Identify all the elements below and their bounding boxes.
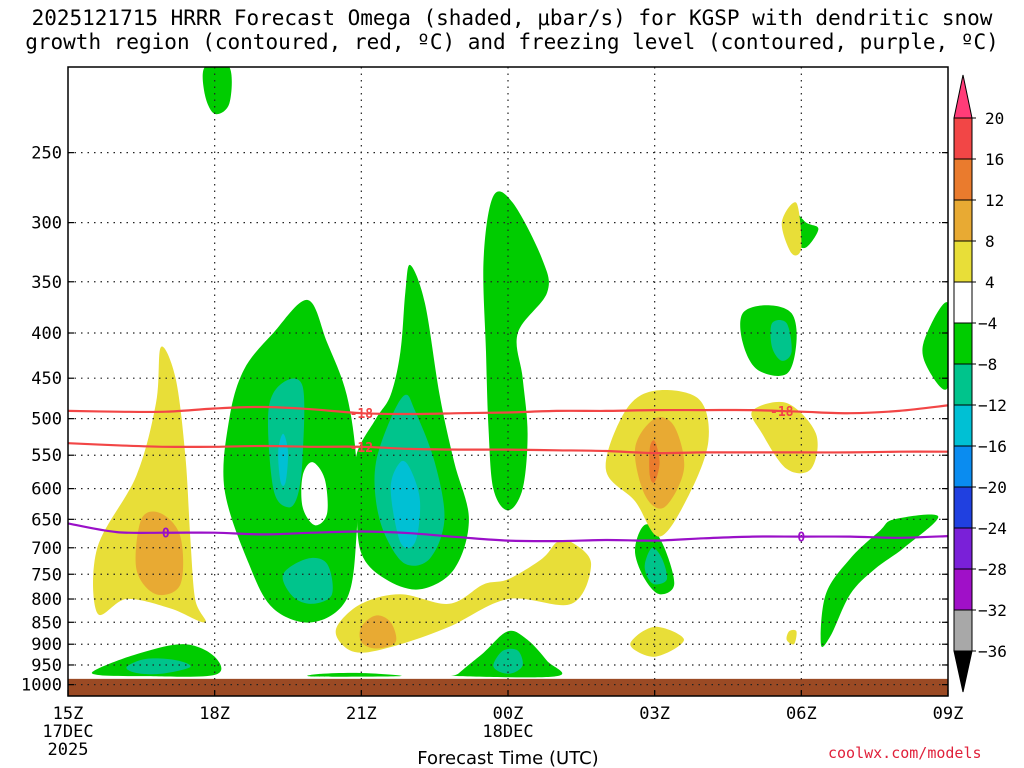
chart-title: 2025121715 HRRR Forecast Omega (shaded, … xyxy=(0,6,1024,54)
colorbar-band-2 xyxy=(953,199,973,242)
colorbar-label-12: −32 xyxy=(978,601,1007,620)
contour-label-dgz-top-1: -18 xyxy=(770,405,794,420)
y-tick-label-250: 250 xyxy=(31,144,62,164)
colorbar-band-6 xyxy=(953,363,973,406)
y-tick-label-550: 550 xyxy=(31,446,62,466)
omega-region--12-14 xyxy=(493,648,523,674)
omega-region--8-21 xyxy=(922,302,948,390)
omega-region--8-11 xyxy=(483,191,549,511)
colorbar-label-2: 12 xyxy=(985,191,1004,210)
x-tick-label-15Z: 15Z xyxy=(53,704,84,724)
grid-layer xyxy=(68,67,948,696)
colorbar-label-5: −4 xyxy=(978,314,997,333)
y-tick-label-350: 350 xyxy=(31,273,62,293)
omega-region--4-7 xyxy=(301,462,328,526)
y-tick-label-900: 900 xyxy=(31,635,62,655)
omega-region-8-25 xyxy=(359,615,397,649)
credit-text: coolwx.com/models xyxy=(828,744,982,762)
omega-region-4-31 xyxy=(630,626,684,657)
colorbar-label-7: −12 xyxy=(978,396,1007,415)
contour-dgz-top xyxy=(68,404,948,416)
x-tick-date-15Z: 17DEC xyxy=(42,722,93,742)
colorbar-label-1: 16 xyxy=(985,150,1004,169)
omega-region--12-18 xyxy=(770,320,792,361)
colorbar-band-3 xyxy=(953,240,973,283)
chart-title-line-1: 2025121715 HRRR Forecast Omega (shaded, … xyxy=(31,6,993,30)
omega-region-4-24 xyxy=(335,539,592,653)
x-tick-label-18Z: 18Z xyxy=(199,704,230,724)
omega-region--12-16 xyxy=(644,547,668,585)
axes-layer: 2503003504004505005506006507007508008509… xyxy=(21,66,964,768)
omega-shading-layer xyxy=(68,67,948,696)
y-tick-label-400: 400 xyxy=(31,324,62,344)
omega-region--12-2 xyxy=(126,658,191,675)
y-tick-label-500: 500 xyxy=(31,410,62,430)
colorbar-label-10: −24 xyxy=(978,519,1007,538)
chart-title-line-2: growth region (contoured, red, ºC) and f… xyxy=(25,30,999,54)
omega-region--12-6 xyxy=(282,557,333,604)
ground-block xyxy=(68,678,948,696)
colorbar-band-5 xyxy=(953,322,973,365)
omega-region--8-12 xyxy=(307,672,402,677)
omega-region-4-32 xyxy=(786,629,797,645)
y-tick-label-600: 600 xyxy=(31,480,62,500)
y-tick-label-1000: 1000 xyxy=(21,676,62,696)
colorbar-label-11: −28 xyxy=(978,560,1007,579)
colorbar-band-10 xyxy=(953,527,973,570)
omega-region-12-28 xyxy=(649,440,660,483)
colorbar-band-11 xyxy=(953,568,973,611)
y-tick-label-800: 800 xyxy=(31,590,62,610)
colorbar-band-7 xyxy=(953,404,973,447)
colorbar-label-0: 20 xyxy=(985,109,1004,128)
x-tick-label-09Z: 09Z xyxy=(933,704,964,724)
colorbar-label-8: −16 xyxy=(978,437,1007,456)
y-tick-label-450: 450 xyxy=(31,369,62,389)
contour-label-freezing-level-1: 0 xyxy=(797,531,805,546)
contour-label-dgz-top-0: -18 xyxy=(350,407,374,422)
y-tick-label-700: 700 xyxy=(31,539,62,559)
colorbar-band-1 xyxy=(953,158,973,201)
x-tick-label-03Z: 03Z xyxy=(639,704,670,724)
colorbar-label-13: −36 xyxy=(978,642,1007,661)
contour-freezing-level xyxy=(68,522,948,543)
colorbar-band-8 xyxy=(953,445,973,488)
x-axis-label: Forecast Time (UTC) xyxy=(417,748,598,768)
contour-label-freezing-level-0: 0 xyxy=(162,527,170,542)
omega-region-4-30 xyxy=(781,202,802,256)
omega-region--8-20 xyxy=(820,514,939,647)
y-tick-label-750: 750 xyxy=(31,565,62,585)
colorbar-label-4: 4 xyxy=(985,273,995,292)
x-tick-label-00Z: 00Z xyxy=(493,704,524,724)
y-tick-label-300: 300 xyxy=(31,214,62,234)
contour-layer: -18 -18 -12 0 0 xyxy=(68,404,948,546)
x-tick-year-15Z: 2025 xyxy=(48,740,89,760)
colorbar-top-arrow xyxy=(953,74,973,119)
x-tick-label-06Z: 06Z xyxy=(786,704,817,724)
colorbar-band-12 xyxy=(953,609,973,652)
y-tick-label-850: 850 xyxy=(31,613,62,633)
colorbar-label-6: −8 xyxy=(978,355,997,374)
colorbar-label-9: −20 xyxy=(978,478,1007,497)
colorbar-label-3: 8 xyxy=(985,232,995,251)
omega-region--8-0 xyxy=(202,67,232,115)
contour-label-dgz-bottom-0: -12 xyxy=(350,441,373,456)
colorbar-band-0 xyxy=(953,117,973,160)
omega-region--16-10 xyxy=(390,460,421,549)
x-tick-label-21Z: 21Z xyxy=(346,704,377,724)
y-tick-label-650: 650 xyxy=(31,510,62,530)
colorbar-band-9 xyxy=(953,486,973,529)
omega-region-4-29 xyxy=(751,401,818,474)
colorbar: 20 16 12 8 4 −4 −8 −12 −16 −20 −24 −28 −32 −36 xyxy=(953,74,1007,693)
y-tick-label-950: 950 xyxy=(31,656,62,676)
colorbar-band-4 xyxy=(953,281,973,324)
colorbar-bottom-arrow xyxy=(953,650,973,693)
x-tick-date-00Z: 18DEC xyxy=(482,722,533,742)
contour-dgz-bottom xyxy=(68,442,948,455)
